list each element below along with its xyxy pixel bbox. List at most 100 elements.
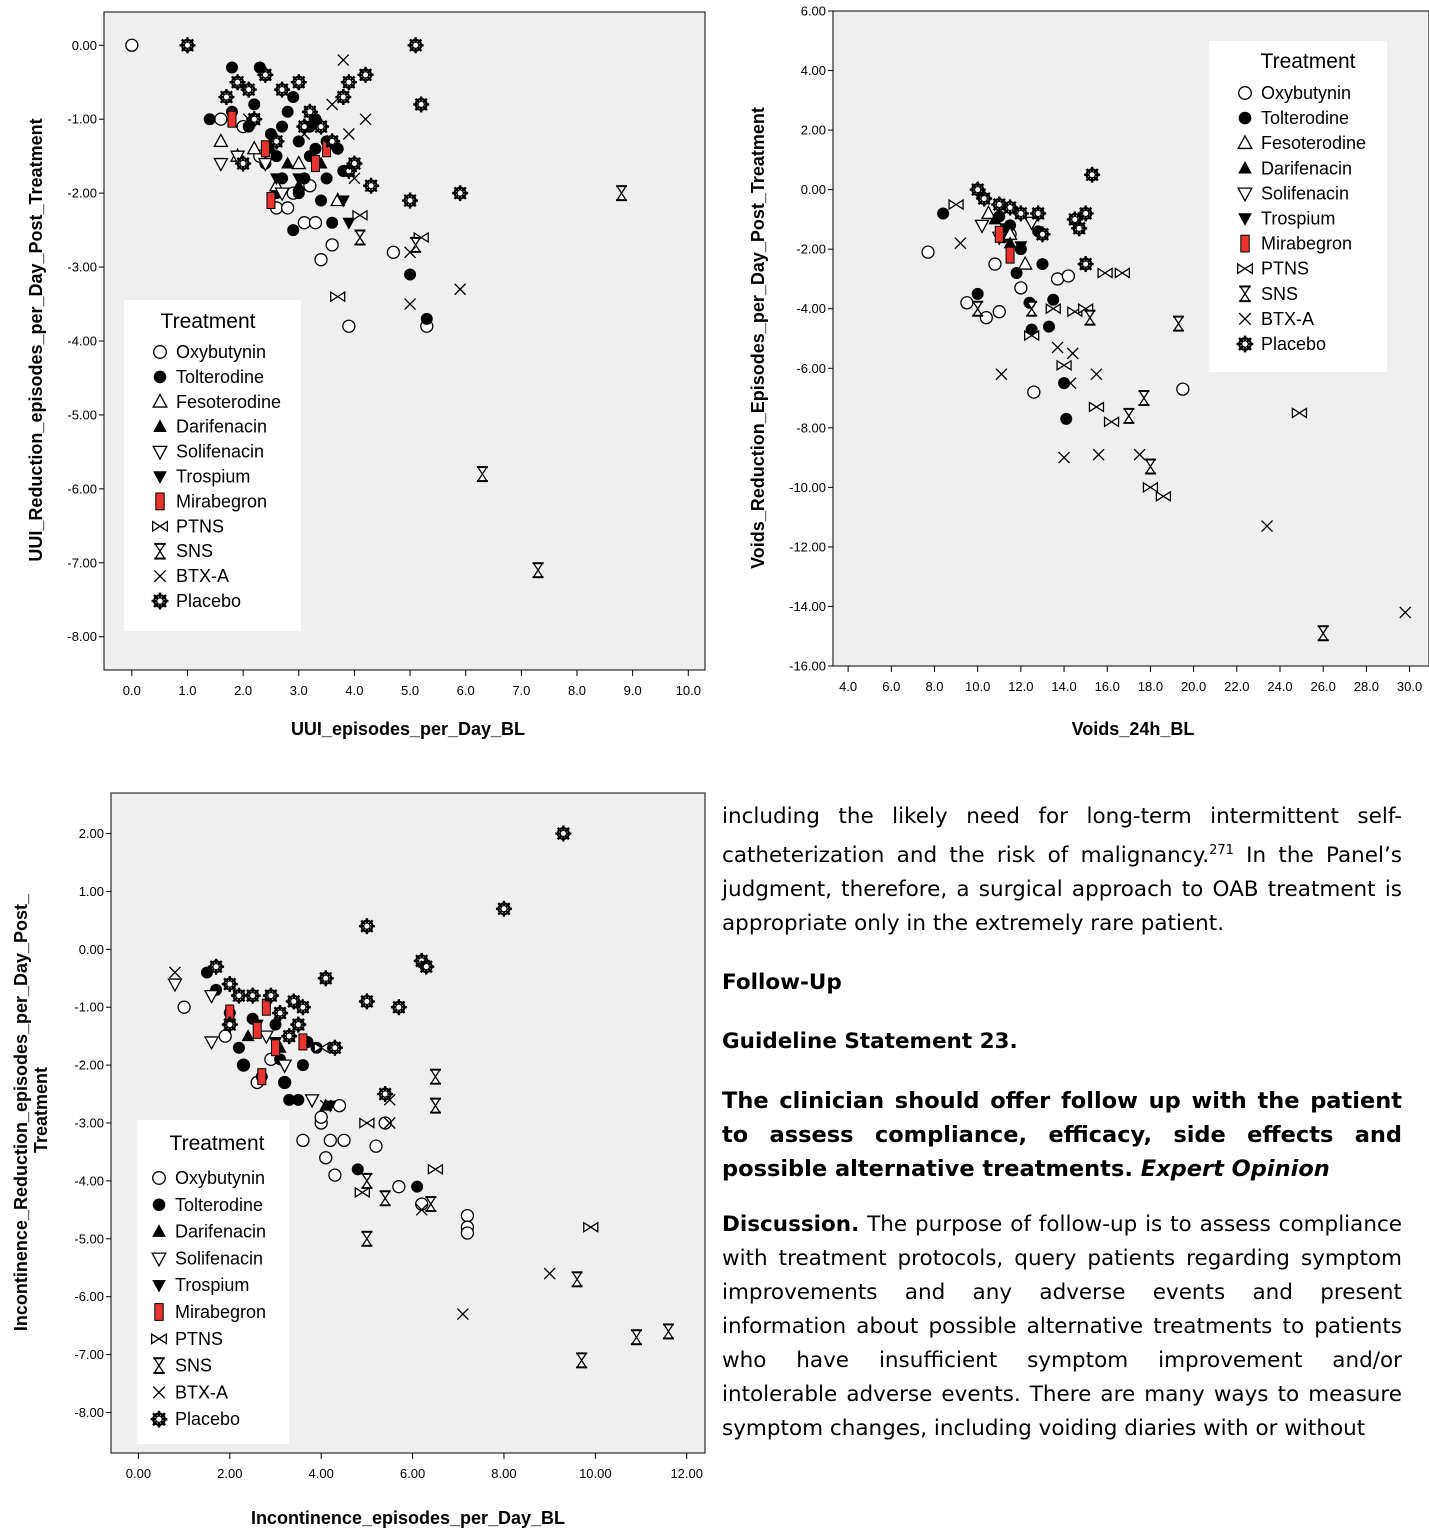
data-point xyxy=(389,998,409,1017)
data-point xyxy=(326,98,339,111)
x-tick: 26.0 xyxy=(1311,666,1336,694)
data-point xyxy=(1317,625,1329,642)
legend-entry-label: Trospium xyxy=(1261,209,1335,229)
data-point xyxy=(1123,407,1135,424)
series-solifenacin xyxy=(213,150,290,202)
data-point xyxy=(289,73,308,92)
data-point xyxy=(337,54,350,67)
x-tick: 30.0 xyxy=(1397,666,1422,694)
x-tick-label: 8.0 xyxy=(925,679,943,694)
data-point xyxy=(1024,216,1040,231)
y-tick: 4.00 xyxy=(801,63,833,78)
legend-entry: Placebo xyxy=(150,591,241,611)
data-point xyxy=(1036,258,1049,271)
legend-entry-label: PTNS xyxy=(1261,259,1309,279)
data-point xyxy=(328,1168,342,1182)
data-point xyxy=(1010,267,1023,279)
y-tick-label: -5.00 xyxy=(74,1231,104,1246)
y-tick: -1.00 xyxy=(74,1000,111,1015)
x-tick: 6.00 xyxy=(400,1453,425,1481)
data-point xyxy=(1042,320,1055,333)
legend-entry: SNS xyxy=(153,1356,212,1376)
data-point xyxy=(330,290,346,303)
data-point xyxy=(266,192,276,210)
data-point xyxy=(280,1026,299,1046)
data-point xyxy=(420,312,433,325)
legend-entry-label: Fesoterodine xyxy=(1261,133,1366,153)
legend-entry: Solifenacin xyxy=(152,442,264,462)
data-point xyxy=(921,245,935,259)
data-point xyxy=(979,311,993,325)
y-tick-label: 1.00 xyxy=(79,884,104,899)
data-point xyxy=(348,172,361,185)
legend-title: Treatment xyxy=(1261,50,1356,73)
data-point xyxy=(361,1172,373,1189)
x-tick: 1.0 xyxy=(178,670,197,698)
data-point xyxy=(283,1093,296,1106)
data-point xyxy=(1028,204,1048,223)
legend-entry: Mirabegron xyxy=(154,1302,266,1322)
legend-entry-label: Mirabegron xyxy=(176,491,267,511)
data-point xyxy=(354,229,366,246)
data-point xyxy=(287,91,300,104)
data-point xyxy=(248,98,261,111)
x-tick: 20.0 xyxy=(1181,666,1206,694)
data-point xyxy=(278,1076,291,1089)
y-axis-label-line2: Treatment xyxy=(31,1067,51,1153)
y-tick: -6.00 xyxy=(796,361,833,376)
data-point xyxy=(1084,309,1096,326)
y-tick: -8.00 xyxy=(74,1405,111,1420)
x-tick: 10.00 xyxy=(579,1453,612,1481)
data-point xyxy=(1058,377,1071,390)
x-tick-label: 5.0 xyxy=(401,683,419,698)
x-tick-label: 8.0 xyxy=(568,683,586,698)
data-point xyxy=(257,157,273,172)
data-point xyxy=(379,1190,391,1207)
discussion-label: Discussion. xyxy=(722,1212,860,1238)
data-point xyxy=(206,957,226,976)
x-tick: 12.0 xyxy=(1008,666,1034,694)
y-tick-label: -7.00 xyxy=(74,1347,104,1362)
x-tick-label: 16.0 xyxy=(1095,679,1120,694)
x-tick-label: 3.0 xyxy=(290,683,308,698)
x-tick-label: 2.00 xyxy=(217,1466,242,1481)
x-tick-label: 12.00 xyxy=(670,1466,703,1481)
data-point xyxy=(267,132,286,151)
data-point xyxy=(971,287,984,300)
x-ticks: 0.0 1.0 2.0 3.0 4.0 5.0 6.0 7.0 8.0 9.0 10.0 xyxy=(123,670,701,698)
data-point xyxy=(316,969,335,988)
data-point xyxy=(336,195,350,208)
legend-entry: Trospium xyxy=(153,467,250,487)
data-point xyxy=(1061,269,1076,283)
series-mirabegron xyxy=(994,225,1015,264)
series-btx-a xyxy=(954,237,1412,619)
data-point xyxy=(1045,303,1061,315)
legend-entry-label: Trospium xyxy=(175,1275,249,1295)
data-point xyxy=(272,80,292,99)
y-tick-label: 4.00 xyxy=(801,63,826,78)
x-tick-label: 10.0 xyxy=(965,679,990,694)
y-tick-label: 2.00 xyxy=(801,123,826,138)
y-tick: 0.00 xyxy=(79,942,111,957)
data-point xyxy=(1144,458,1157,475)
x-tick: 24.0 xyxy=(1267,666,1293,694)
data-point xyxy=(203,989,220,1004)
y-tick: -3.00 xyxy=(67,260,104,275)
data-point xyxy=(357,916,377,936)
data-point xyxy=(319,1151,333,1165)
data-point xyxy=(313,1042,329,1054)
y-tick-label: -10.00 xyxy=(789,480,826,495)
y-axis-label: UUI_Reduction_episodes_per_Day_Post_Trea… xyxy=(26,118,46,561)
data-point xyxy=(1133,448,1146,461)
legend-entry: Darifenacin xyxy=(1238,158,1352,178)
y-tick: -14.00 xyxy=(789,599,833,614)
x-tick-label: 30.0 xyxy=(1397,679,1422,694)
y-tick: -3.00 xyxy=(74,1116,111,1131)
legend-entry-label: Placebo xyxy=(1261,334,1326,354)
legend-entry-label: SNS xyxy=(1261,284,1298,304)
data-point xyxy=(1051,341,1064,354)
y-axis-label: Voids_Reduction_Episodes_per_Day_Post_Tr… xyxy=(748,107,768,569)
legend-entry: Placebo xyxy=(1235,334,1326,354)
data-point xyxy=(454,283,467,296)
